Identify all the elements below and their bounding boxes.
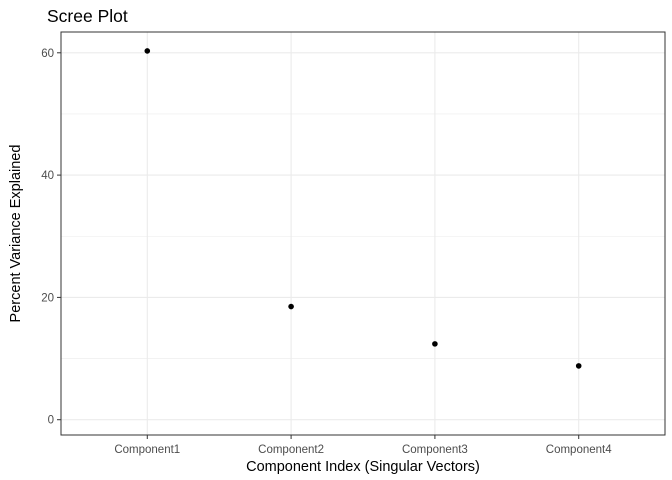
y-tick-label: 0 [48, 415, 54, 427]
data-points [144, 48, 582, 369]
y-tick-label: 20 [41, 292, 54, 304]
chart-title: Scree Plot [47, 6, 128, 26]
minor-grid [61, 113, 665, 359]
plot-background [61, 32, 665, 435]
data-point [575, 363, 582, 369]
y-tick-label: 40 [41, 170, 54, 182]
major-grid [61, 32, 665, 435]
plot-border [60, 31, 666, 436]
x-tick-label: Component1 [114, 444, 180, 456]
data-point [288, 303, 294, 310]
x-tick-label: Component4 [546, 444, 612, 456]
y-axis: 0 20 40 60 [41, 48, 61, 427]
y-axis-title: Percent Variance Explained [8, 145, 24, 323]
y-tick-label: 60 [41, 48, 54, 60]
x-axis: Component1 Component2 Component3 Component4 [114, 435, 612, 456]
x-tick-label: Component2 [258, 444, 324, 456]
data-point [144, 48, 151, 54]
data-point [432, 341, 438, 347]
x-axis-title: Component Index (Singular Vectors) [246, 459, 480, 475]
x-tick-label: Component3 [402, 444, 468, 456]
